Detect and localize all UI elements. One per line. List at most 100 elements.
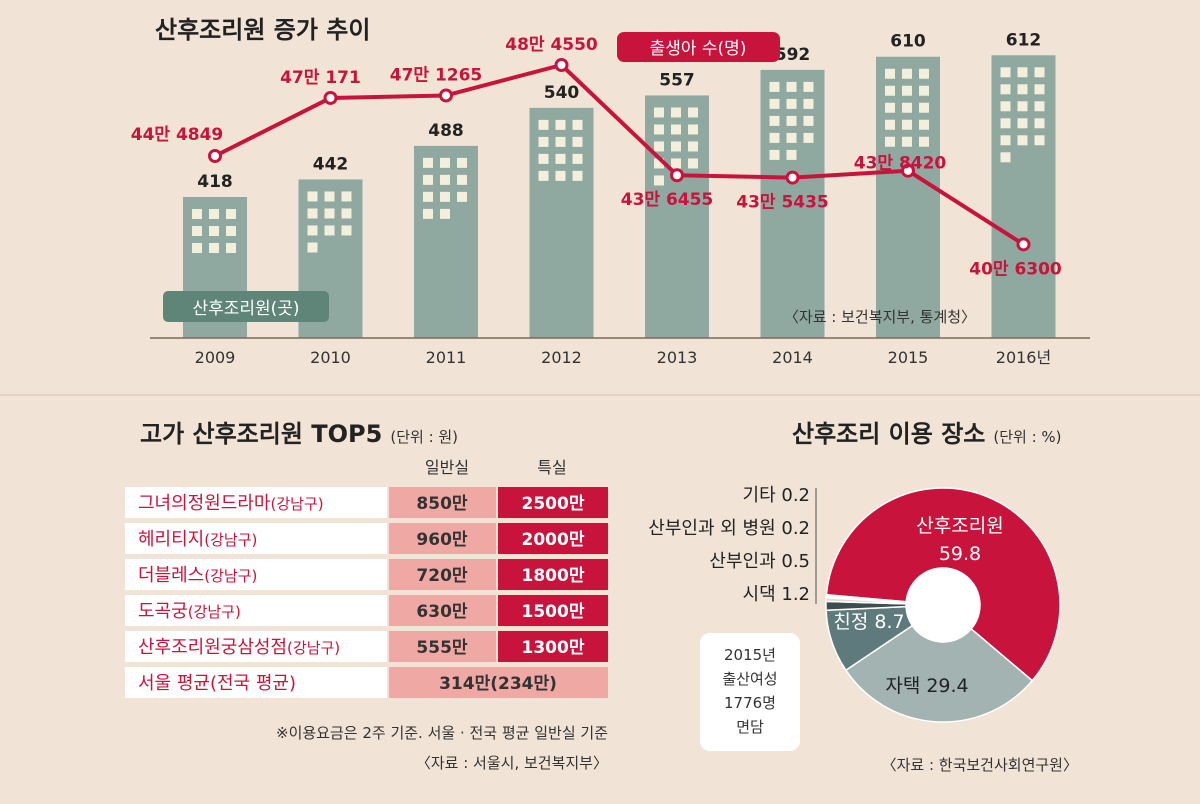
legend-facilities: 산후조리원(곳): [163, 291, 329, 322]
building-window: [341, 208, 352, 219]
building-window: [671, 124, 681, 135]
building-window: [341, 225, 352, 236]
birth-value-label: 44만 4849: [131, 125, 224, 145]
building-window: [324, 191, 335, 202]
birth-point: [439, 88, 453, 103]
building-window: [919, 68, 929, 79]
top5-table: 고가 산후조리원 TOP5 (단위 : 원) 일반실 특실 그녀의정원드라마(강남…: [125, 420, 608, 772]
building-window: [192, 243, 202, 253]
bar-value-label: 612: [1006, 30, 1042, 50]
building-window: [555, 119, 566, 130]
donut-slices: [825, 487, 1061, 723]
building-window: [192, 226, 202, 236]
table-row: 산후조리원궁삼성점(강남구) 555만 1300만: [125, 631, 608, 662]
row-name: 그녀의정원드라마(강남구): [138, 493, 324, 514]
building-window: [803, 81, 814, 92]
legend-facilities-label: 산후조리원(곳): [192, 299, 299, 319]
row-special-cell: [498, 631, 608, 662]
facility-bars: [183, 55, 1056, 339]
building-window: [209, 243, 219, 253]
legend-facilities-swatch: [163, 291, 329, 322]
building-window: [457, 174, 467, 185]
building-window: [671, 158, 681, 169]
facility-bar: [760, 69, 825, 338]
bar-value-label: 488: [428, 121, 464, 141]
row-special-value: 1300만: [522, 638, 585, 658]
building-window: [209, 209, 219, 219]
building-window: [1000, 84, 1011, 95]
building-window: [440, 208, 450, 219]
row-general-cell: [389, 559, 496, 590]
building-window: [671, 141, 681, 152]
building-window: [786, 115, 797, 126]
bar-value-label: 610: [890, 32, 926, 52]
table-unit: (단위 : 원): [390, 428, 458, 446]
building-window: [307, 208, 318, 219]
row-special-cell: [498, 559, 608, 590]
building-window: [555, 153, 566, 164]
row-name: 도곡궁(강남구): [138, 601, 241, 622]
row-district: (강남구): [204, 531, 257, 549]
building-window: [688, 124, 698, 135]
building-window: [538, 153, 549, 164]
survey-line-4: 면담: [736, 718, 764, 736]
building-window: [226, 209, 236, 219]
birth-value-label: 48만 4550: [505, 35, 598, 55]
row-general-cell: [389, 631, 496, 662]
row-special-cell: [498, 487, 608, 518]
row-name-text: 헤리티지: [138, 529, 204, 550]
bar-value-label: 592: [775, 45, 811, 65]
building-window: [572, 136, 583, 147]
survey-line-1: 2015년: [724, 646, 776, 664]
x-tick-label: 2009: [195, 348, 236, 367]
donut-outer-label: 산부인과 0.5: [709, 551, 810, 572]
donut-outer-labels: 기타 0.2 산부인과 외 병원 0.2 산부인과 0.5 시댁 1.2: [648, 485, 810, 605]
row-name: 헤리티지(강남구): [138, 529, 257, 550]
building-window: [688, 107, 698, 118]
donut-chart: 산후조리 이용 장소 (단위 : %) 산후조리원 59.8 자택 29.4 친정 8.…: [648, 420, 1078, 774]
building-window: [555, 170, 566, 181]
row-district: (강남구): [188, 603, 241, 621]
building-window: [1017, 118, 1028, 129]
table-row: 헤리티지(강남구) 960만 2000만: [125, 523, 608, 554]
survey-box: 2015년 출산여성 1776명 면담: [700, 633, 800, 751]
table-row: 더블레스(강남구) 720만 1800만: [125, 559, 608, 590]
row-name: 산후조리원궁삼성점(강남구): [138, 637, 340, 658]
donut-label-value: 59.8: [939, 543, 981, 565]
building-window: [423, 191, 433, 202]
survey-line-3: 1776명: [724, 694, 776, 712]
donut-inner-labels: 산후조리원 59.8 자택 29.4 친정 8.7: [833, 515, 1003, 697]
building-window: [423, 174, 433, 185]
building-window: [654, 158, 664, 169]
building-window: [769, 149, 780, 160]
building-window: [902, 68, 912, 79]
donut-title-text: 산후조리 이용 장소: [792, 420, 985, 448]
donut-unit: (단위 : %): [993, 428, 1061, 446]
building-window: [786, 132, 797, 143]
building-window: [919, 102, 929, 113]
row-name-cell: [125, 487, 387, 518]
birth-point: [554, 58, 569, 72]
building-window: [1000, 67, 1011, 78]
table-header-general: 일반실: [425, 458, 469, 477]
birth-point: [323, 90, 338, 105]
bar-value-label: 557: [659, 70, 695, 90]
building-window: [919, 136, 929, 147]
facility-bar-labels: 418 442 488 540 557 592 610 612: [197, 30, 1041, 192]
birth-point: [785, 170, 800, 185]
survey-box-bg: [700, 633, 800, 751]
row-district: (강남구): [287, 639, 340, 657]
legend-births-label: 출생아 수(명): [650, 39, 747, 59]
row-name-cell: [125, 631, 387, 662]
building-window: [226, 243, 236, 253]
row-name: 더블레스(강남구): [138, 565, 257, 586]
x-tick-label: 2013: [657, 348, 698, 367]
building-window: [1017, 135, 1028, 146]
building-window: [572, 153, 583, 164]
donut-outer-label: 산부인과 외 병원 0.2: [648, 518, 810, 539]
row-special-cell: [498, 595, 608, 626]
birth-line: [214, 63, 1025, 247]
